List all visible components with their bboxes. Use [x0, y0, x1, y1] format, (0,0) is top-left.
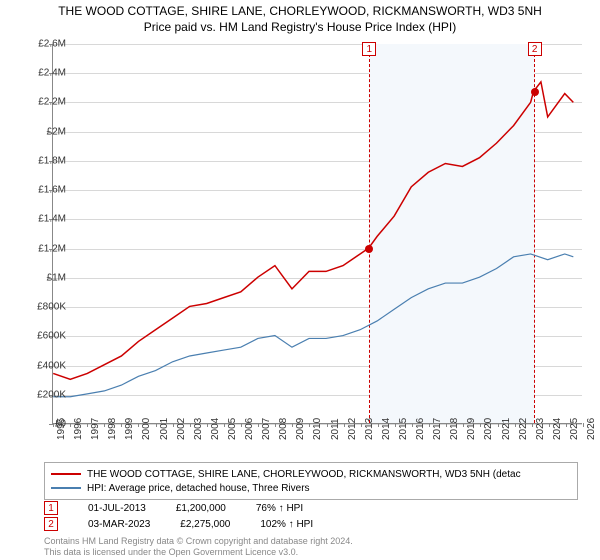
y-axis-label: £2M — [47, 126, 66, 137]
x-axis-label: 2011 — [330, 418, 341, 440]
y-axis-label: £2.4M — [38, 68, 66, 79]
sale-marker-2: 2 — [44, 517, 58, 531]
x-axis-label: 2000 — [141, 418, 152, 440]
x-axis-label: 2013 — [364, 418, 375, 440]
sale-price: £2,275,000 — [180, 519, 230, 530]
x-axis-label: 2007 — [261, 418, 272, 440]
x-axis-label: 2019 — [466, 418, 477, 440]
x-axis-label: 1998 — [107, 418, 118, 440]
x-axis-label: 2026 — [586, 418, 597, 440]
x-axis-label: 1997 — [90, 418, 101, 440]
x-axis-label: 2008 — [278, 418, 289, 440]
y-axis-label: £1.4M — [38, 214, 66, 225]
x-axis-label: 2002 — [176, 418, 187, 440]
x-axis-label: 2024 — [552, 418, 563, 440]
x-axis-label: 1999 — [124, 418, 135, 440]
x-axis-label: 2014 — [381, 418, 392, 440]
y-axis-label: £2.2M — [38, 97, 66, 108]
sale-point-marker — [531, 88, 539, 96]
sale-marker-flag: 2 — [528, 42, 542, 56]
x-axis-label: 2006 — [244, 418, 255, 440]
sale-point-marker — [365, 245, 373, 253]
sale-marker-1: 1 — [44, 501, 58, 515]
footer-line2: This data is licensed under the Open Gov… — [44, 547, 353, 558]
sale-date: 03-MAR-2023 — [88, 519, 150, 530]
sale-price: £1,200,000 — [176, 503, 226, 514]
x-axis-label: 2021 — [501, 418, 512, 440]
x-axis-label: 2016 — [415, 418, 426, 440]
y-axis-label: £0 — [55, 419, 66, 430]
sale-date: 01-JUL-2013 — [88, 503, 146, 514]
x-axis-label: 2005 — [227, 418, 238, 440]
sale-row: 1 01-JUL-2013 £1,200,000 76% ↑ HPI — [44, 500, 313, 516]
x-axis-label: 2010 — [312, 418, 323, 440]
legend-swatch-property — [51, 473, 81, 475]
y-axis-label: £2.6M — [38, 39, 66, 50]
x-axis-label: 2023 — [535, 418, 546, 440]
y-axis-label: £800K — [37, 302, 66, 313]
chart-lines — [53, 44, 582, 423]
sale-ratio: 76% ↑ HPI — [256, 503, 303, 514]
footer-attribution: Contains HM Land Registry data © Crown c… — [44, 536, 353, 558]
x-axis-label: 2020 — [483, 418, 494, 440]
x-axis-label: 2017 — [432, 418, 443, 440]
x-axis-label: 2004 — [210, 418, 221, 440]
y-axis-label: £600K — [37, 331, 66, 342]
x-axis-label: 2009 — [295, 418, 306, 440]
x-axis-label: 2003 — [193, 418, 204, 440]
y-axis-label: £1.6M — [38, 185, 66, 196]
footer-line1: Contains HM Land Registry data © Crown c… — [44, 536, 353, 547]
sale-ratio: 102% ↑ HPI — [260, 519, 313, 530]
sale-marker-flag: 1 — [362, 42, 376, 56]
y-axis-label: £200K — [37, 389, 66, 400]
price-chart: 12 1995199619971998199920002001200220032… — [52, 44, 582, 424]
x-axis-label: 1996 — [73, 418, 84, 440]
x-axis-label: 2012 — [347, 418, 358, 440]
chart-legend: THE WOOD COTTAGE, SHIRE LANE, CHORLEYWOO… — [44, 462, 578, 500]
x-axis-label: 2025 — [569, 418, 580, 440]
x-axis-label: 2018 — [449, 418, 460, 440]
legend-label-hpi: HPI: Average price, detached house, Thre… — [87, 483, 310, 494]
y-axis-label: £1.8M — [38, 155, 66, 166]
y-axis-label: £400K — [37, 360, 66, 371]
x-axis-label: 2022 — [518, 418, 529, 440]
x-axis-label: 2015 — [398, 418, 409, 440]
x-axis-label: 2001 — [159, 418, 170, 440]
y-axis-label: £1.2M — [38, 243, 66, 254]
legend-label-property: THE WOOD COTTAGE, SHIRE LANE, CHORLEYWOO… — [87, 469, 521, 480]
sale-row: 2 03-MAR-2023 £2,275,000 102% ↑ HPI — [44, 516, 313, 532]
legend-swatch-hpi — [51, 487, 81, 489]
page-title-line1: THE WOOD COTTAGE, SHIRE LANE, CHORLEYWOO… — [10, 4, 590, 20]
sales-table: 1 01-JUL-2013 £1,200,000 76% ↑ HPI 2 03-… — [44, 500, 313, 532]
y-axis-label: £1M — [47, 272, 66, 283]
page-title-line2: Price paid vs. HM Land Registry's House … — [10, 20, 590, 36]
